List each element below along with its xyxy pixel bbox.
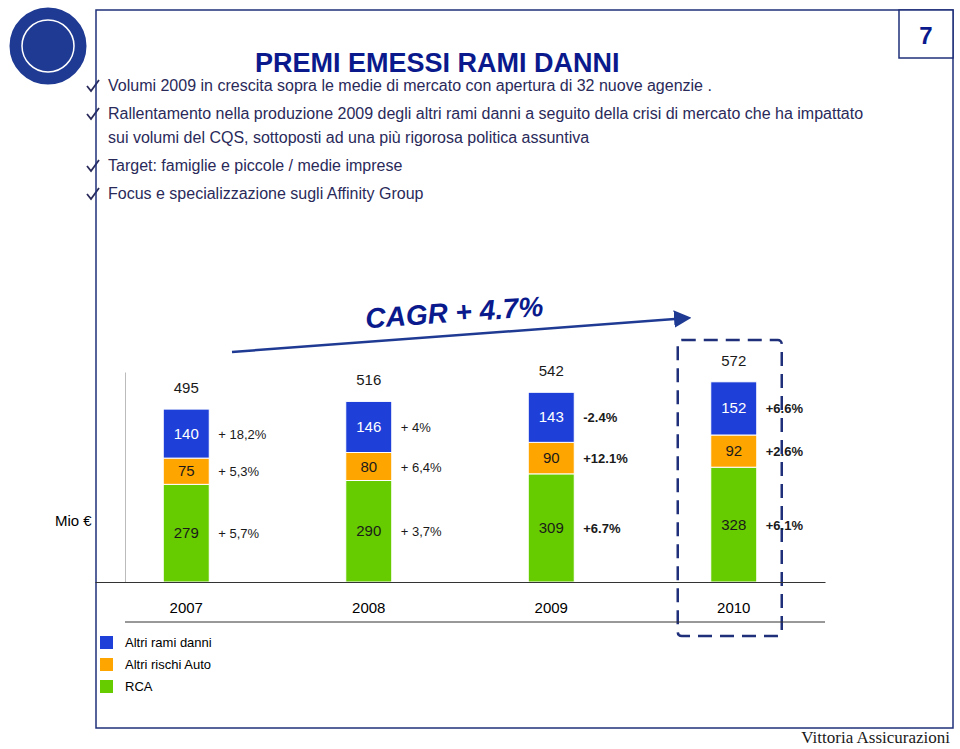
bullet-text: Rallentamento nella produzione 2009 degl… — [108, 105, 863, 146]
legend-label: RCA — [125, 679, 153, 694]
data-label: 328 — [721, 516, 746, 533]
slide: PREMI EMESSI RAMI DANNI 7 Mio € 279 + 5,7% 29… — [0, 0, 960, 749]
bullet: Target: famiglie e piccole / medie impre… — [84, 154, 884, 178]
bar-segment — [346, 481, 392, 583]
total-label: 516 — [356, 371, 381, 388]
highlight-box — [678, 340, 782, 636]
bar-segment — [528, 474, 574, 582]
growth-label: + 4% — [401, 420, 431, 435]
bullet: Focus e specializzazione sugli Affinity … — [84, 182, 884, 206]
bullet-text: Target: famiglie e piccole / medie impre… — [108, 157, 402, 174]
growth-label: + 6,4% — [401, 460, 442, 475]
growth-label: +6.7% — [583, 521, 621, 536]
legend-item: Altri rami danni — [100, 635, 212, 650]
page-box — [899, 10, 953, 58]
bar-segment — [711, 382, 757, 435]
growth-label: + 18,2% — [218, 427, 267, 442]
x-tick: 2007 — [170, 582, 203, 616]
growth-label: -2.4% — [583, 410, 617, 425]
legend-swatch — [100, 658, 113, 671]
check-icon — [86, 107, 100, 121]
x-tick: 2008 — [352, 582, 385, 616]
x-axis: 2007 2008 2009 2010 — [96, 582, 826, 616]
slide-frame — [96, 10, 953, 728]
x-tick: 2010 — [717, 582, 750, 616]
total-label: 542 — [539, 362, 564, 379]
check-mark — [87, 108, 99, 119]
bar-segment — [346, 453, 392, 481]
growth-label: + 5,3% — [218, 464, 259, 479]
slide-title: PREMI EMESSI RAMI DANNI — [255, 48, 620, 78]
footer: Vittoria Assicurazioni — [801, 728, 950, 747]
growth-label: + 3,7% — [401, 524, 442, 539]
data-label: 146 — [356, 418, 381, 435]
data-label: 143 — [539, 408, 564, 425]
check-icon — [86, 187, 100, 201]
check-mark — [87, 80, 99, 91]
growth-label: +6.6% — [766, 401, 804, 416]
axis-bottom-rule — [125, 622, 825, 623]
bullet-list: Volumi 2009 in crescita sopra le medie d… — [84, 74, 884, 210]
bullet-text: Volumi 2009 in crescita sopra le medie d… — [108, 77, 712, 94]
legend-item: RCA — [100, 679, 153, 694]
bar-segment — [528, 392, 574, 442]
x-tick-label: 2008 — [352, 599, 385, 616]
growth-label: + 5,7% — [218, 526, 259, 541]
legend-swatch — [100, 636, 113, 649]
data-label: 309 — [539, 519, 564, 536]
y-axis — [125, 373, 126, 583]
cagr-annotation: CAGR + 4.7% — [364, 291, 544, 334]
data-label: 80 — [360, 458, 377, 475]
check-icon — [86, 79, 100, 93]
y-axis-line — [125, 373, 126, 583]
growth-label: +6.1% — [766, 518, 804, 533]
bar-segment — [163, 484, 209, 582]
bar-segment — [711, 435, 757, 467]
bar-segment — [711, 467, 757, 582]
data-label: 75 — [178, 462, 195, 479]
bar-segment — [346, 401, 392, 452]
x-tick-label: 2010 — [717, 599, 750, 616]
total-label: 572 — [721, 352, 746, 369]
bullet-text: Focus e specializzazione sugli Affinity … — [108, 185, 423, 202]
check-mark — [87, 160, 99, 171]
unit-label: Mio € — [55, 512, 92, 529]
data-label: 140 — [174, 425, 199, 442]
x-tick-label: 2007 — [170, 599, 203, 616]
check-icon — [86, 159, 100, 173]
logo-inner — [22, 20, 74, 72]
growth-label: +12.1% — [583, 451, 628, 466]
total-label: 495 — [174, 379, 199, 396]
legend-swatch — [100, 680, 113, 693]
x-tick: 2009 — [535, 582, 568, 616]
bar-segment — [163, 458, 209, 484]
check-mark — [87, 188, 99, 199]
legend-item: Altri rischi Auto — [100, 657, 211, 672]
data-label: 90 — [543, 449, 560, 466]
legend: Altri rami danni Altri rischi Auto RCA — [100, 635, 212, 694]
x-tick-label: 2009 — [535, 599, 568, 616]
data-label: 152 — [721, 399, 746, 416]
bar-segment — [528, 442, 574, 474]
legend-label: Altri rami danni — [125, 635, 212, 650]
bar-segment — [163, 409, 209, 458]
x-axis-line — [96, 582, 826, 583]
growth-label: +2.6% — [766, 444, 804, 459]
data-label: 92 — [725, 442, 742, 459]
logo — [8, 6, 88, 86]
legend-label: Altri rischi Auto — [125, 657, 211, 672]
labels: 279 + 5,7% 290 + 3,7% 309 +6.7% 328 +6.1% 75 + 5,… — [174, 352, 804, 541]
page-number: 7 — [919, 22, 932, 49]
bars — [163, 382, 757, 582]
bullet: Rallentamento nella produzione 2009 degl… — [84, 102, 884, 150]
data-label: 290 — [356, 522, 381, 539]
data-label: 279 — [174, 524, 199, 541]
